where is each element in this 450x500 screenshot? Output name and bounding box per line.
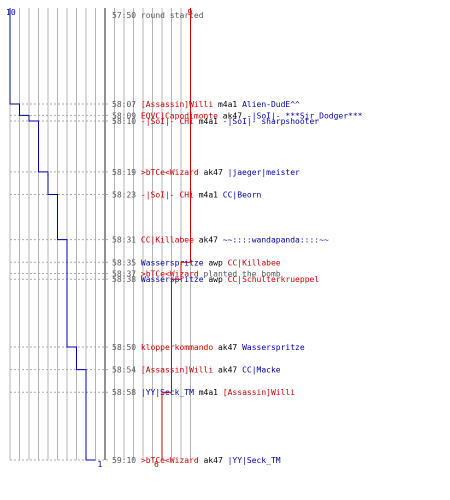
event-row: 58:09 EQVC]Capodimonte ak47 -|SoI|- ***S… bbox=[112, 111, 363, 120]
victim-name: |jaeger|meister bbox=[228, 168, 300, 177]
event-time: 58:58 bbox=[112, 388, 141, 397]
victim-name: ~~::::wandapanda::::~~ bbox=[223, 236, 329, 245]
weapon-label: ak47 bbox=[199, 168, 228, 177]
weapon-label: ak47 bbox=[213, 366, 242, 375]
weapon-label: m4a1 bbox=[194, 117, 223, 126]
victim-name: CC|Schulterkrueppel bbox=[228, 275, 320, 284]
killer-name: Wasserspritze bbox=[141, 258, 204, 267]
killer-name: >bTCe<Wizard bbox=[141, 168, 199, 177]
victim-name: CC|Beorn bbox=[223, 190, 262, 199]
event-row: 58:31 CC|Killabee ak47 ~~::::wandapanda:… bbox=[112, 236, 329, 245]
round-start-text: round started bbox=[141, 11, 204, 20]
weapon-label: ak47 bbox=[218, 111, 247, 120]
blue-start-count: 10 bbox=[6, 8, 16, 17]
event-row: 58:37 >bTCe<Wizard planted the bomb bbox=[112, 270, 281, 279]
victim-name: CC|Killabee bbox=[228, 258, 281, 267]
killer-name: -|SoI|- CHi bbox=[141, 190, 194, 199]
weapon-label: ak47 bbox=[194, 236, 223, 245]
killer-name: EQVC]Capodimonte bbox=[141, 111, 218, 120]
killer-name: [Assassin]Willi bbox=[141, 366, 213, 375]
weapon-label: ak47 bbox=[213, 343, 242, 352]
event-time: 58:38 bbox=[112, 275, 141, 284]
event-time: 58:23 bbox=[112, 190, 141, 199]
blue-team-count-line bbox=[9, 8, 96, 461]
event-row: 58:38 Wasserspritze awp CC|Schulterkruep… bbox=[112, 275, 319, 284]
weapon-label: awp bbox=[204, 258, 228, 267]
killer-name: >bTCe<Wizard bbox=[141, 456, 199, 465]
event-row: 58:35 Wasserspritze awp CC|Killabee bbox=[112, 258, 281, 267]
event-row: 58:10 -|SoI|- CHi m4a1 -|SoI|- sharpshoo… bbox=[112, 117, 319, 126]
red-end-count: 6 bbox=[154, 460, 159, 469]
victim-name: Alien-DudE^^ bbox=[242, 100, 300, 109]
event-time: 58:10 bbox=[112, 117, 141, 126]
event-row: 58:58 |YY|Seck_TM m4a1 [Assassin]Willi bbox=[112, 388, 295, 397]
victim-name: [Assassin]Willi bbox=[223, 388, 295, 397]
blue-end-count: 1 bbox=[98, 460, 103, 469]
event-time: 58:09 bbox=[112, 111, 141, 120]
event-time: 57:50 bbox=[112, 11, 141, 20]
event-time: 58:35 bbox=[112, 258, 141, 267]
killer-name: klopperkommando bbox=[141, 343, 213, 352]
event-row: 58:54 [Assassin]Willi ak47 CC|Macke bbox=[112, 366, 281, 375]
killer-name: >bTCe<Wizard bbox=[141, 270, 199, 279]
event-row: 58:50 klopperkommando ak47 Wasserspritze bbox=[112, 343, 305, 352]
victim-name: Wasserspritze bbox=[242, 343, 305, 352]
weapon-label: awp bbox=[204, 275, 228, 284]
event-time: 59:10 bbox=[112, 456, 141, 465]
red-team-count-line bbox=[161, 8, 191, 460]
victim-name: CC|Macke bbox=[242, 366, 281, 375]
event-time: 58:07 bbox=[112, 100, 141, 109]
killer-name: [Assassin]Willi bbox=[141, 100, 213, 109]
killer-name: CC|Killabee bbox=[141, 236, 194, 245]
event-time: 58:31 bbox=[112, 236, 141, 245]
event-time: 58:54 bbox=[112, 366, 141, 375]
weapon-label: m4a1 bbox=[194, 190, 223, 199]
victim-name: |YY|Seck_TM bbox=[228, 456, 281, 465]
killer-name: -|SoI|- CHi bbox=[141, 117, 194, 126]
event-row: 58:19 >bTCe<Wizard ak47 |jaeger|meister bbox=[112, 168, 300, 177]
weapon-label: m4a1 bbox=[194, 388, 223, 397]
weapon-label: ak47 bbox=[199, 456, 228, 465]
victim-name: -|SoI|- sharpshooter bbox=[223, 117, 320, 126]
weapon-label: planted the bomb bbox=[199, 270, 281, 279]
victim-name: -|SoI|- ***Sir_Dodger*** bbox=[247, 111, 363, 120]
event-row: 58:23 -|SoI|- CHi m4a1 CC|Beorn bbox=[112, 190, 262, 199]
weapon-label: m4a1 bbox=[213, 100, 242, 109]
round-start-label: 57:50 round started bbox=[112, 11, 204, 20]
event-row: 58:07 [Assassin]Willi m4a1 Alien-DudE^^ bbox=[112, 100, 300, 109]
event-time: 58:50 bbox=[112, 343, 141, 352]
event-time: 58:19 bbox=[112, 168, 141, 177]
event-time: 58:37 bbox=[112, 270, 141, 279]
event-row: 59:10 >bTCe<Wizard ak47 |YY|Seck_TM bbox=[112, 456, 281, 465]
